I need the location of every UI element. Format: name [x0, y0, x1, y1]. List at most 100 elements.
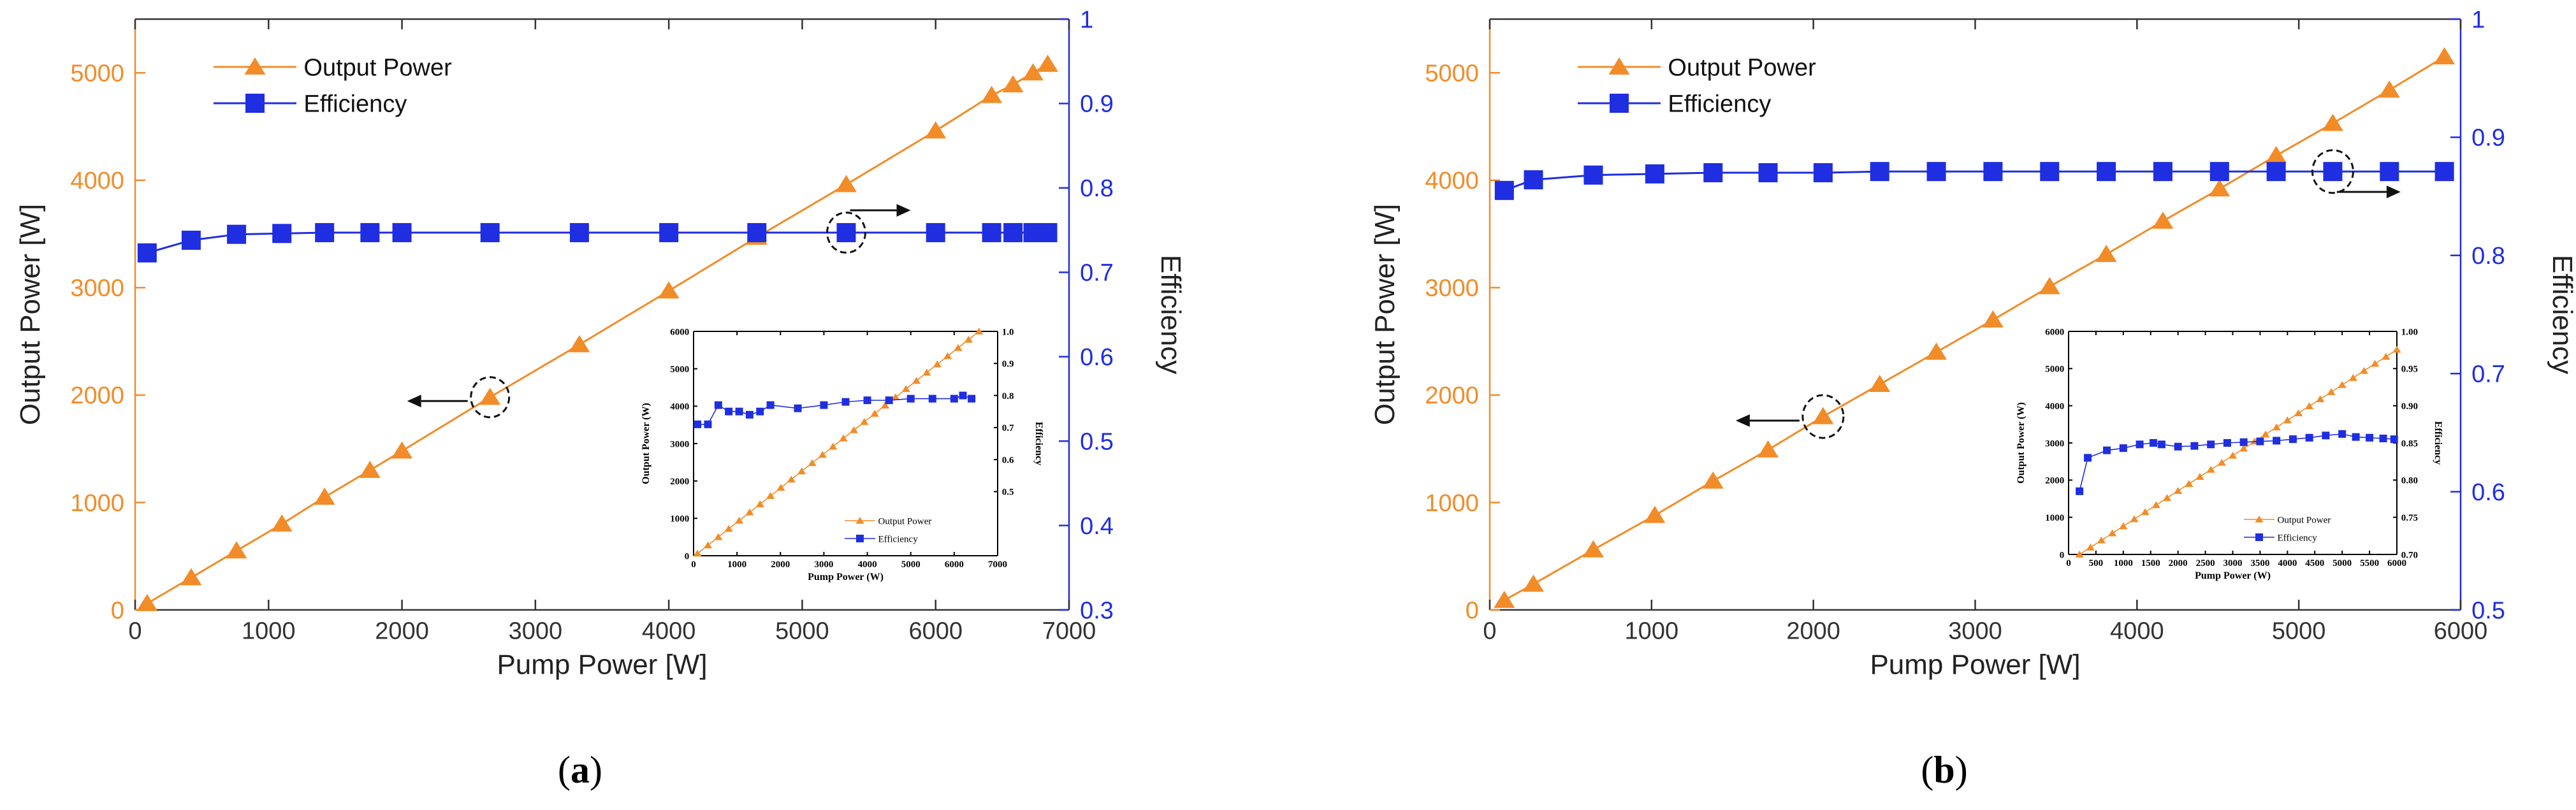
inset-output-power-point [755, 500, 764, 507]
inset-output-power-point [891, 393, 900, 401]
inset-x-tick-label: 3500 [2250, 558, 2269, 568]
inset-y-right-tick-label: 0.8 [1002, 391, 1014, 401]
inset-y-right-tick-label: 0.5 [1002, 488, 1014, 498]
inset-output-power-point [964, 335, 973, 343]
inset-x-tick-label: 5000 [2332, 558, 2352, 568]
inset-y-right-tick-label: 0.80 [2401, 476, 2418, 486]
output-power-point [271, 514, 293, 532]
inset-efficiency-point [2273, 437, 2281, 445]
inset-x-tick-label: 3000 [2223, 558, 2243, 568]
inset-output-power-point [2086, 543, 2095, 551]
inset-legend-marker [2255, 533, 2263, 541]
inset-y-right-tick-label: 0.95 [2401, 365, 2418, 375]
efficiency-point [1926, 162, 1946, 182]
efficiency-point [315, 223, 335, 243]
efficiency-point [2323, 162, 2343, 182]
efficiency-point [2040, 162, 2060, 182]
y-left-tick-label: 5000 [1425, 61, 1479, 87]
y-right-tick-label: 0.5 [1080, 428, 1114, 455]
annotation-circle-right [2311, 149, 2354, 194]
output-power-point [136, 593, 158, 611]
x-tick-label: 3000 [1948, 618, 2002, 645]
efficiency-point [747, 223, 767, 243]
inset-output-power-point [2141, 508, 2150, 516]
inset-efficiency-point [2289, 435, 2297, 444]
inset-chart: 0 1000 2000 3000 4000 5000 6000 7000 0 1000 2000 30… [641, 327, 1044, 582]
inset-background [694, 331, 998, 556]
y-right-tick-label: 1 [1080, 6, 1093, 33]
inset-efficiency-point [2136, 440, 2144, 449]
inset-output-power-point [766, 492, 775, 499]
inset-legend-entry: Efficiency [878, 534, 919, 544]
series-line-output-power [1504, 55, 2445, 602]
annotation-arrowhead-right [2386, 185, 2401, 199]
inset-efficiency-point [745, 410, 753, 419]
x-tick-label: 3000 [509, 618, 563, 645]
inset-efficiency-point [2379, 435, 2387, 442]
inset-output-power-point [2359, 366, 2369, 374]
x-tick-label: 7000 [1042, 618, 1096, 645]
inset-y-left-tick-label: 3000 [670, 439, 689, 449]
inset-legend-entry: Output Power [878, 516, 932, 526]
inset-x-tick-label: 4000 [858, 560, 877, 570]
inset-output-power-point [2348, 373, 2357, 381]
inset-output-power-point [818, 451, 827, 458]
y-left-tick-label: 0 [1466, 597, 1479, 624]
output-power-point [1982, 310, 2004, 328]
inset-output-power-point [703, 541, 713, 549]
x-tick-label: 0 [1483, 618, 1496, 645]
x-tick-label: 4000 [2110, 618, 2164, 645]
inset-output-power-point [2294, 409, 2303, 417]
inset-x-tick-label: 1000 [2114, 558, 2133, 568]
inset-x-tick-label: 0 [2066, 558, 2071, 568]
inset-output-power-point [787, 475, 796, 483]
inset-y-right-tick-label: 0.90 [2401, 401, 2418, 412]
x-axis-title: Pump Power [W] [1870, 649, 2080, 681]
efficiency-point [2153, 162, 2172, 182]
efficiency-point [2380, 162, 2399, 182]
inset-efficiency-point [714, 401, 722, 409]
inset-y-left-tick-label: 1000 [670, 514, 689, 524]
inset-output-power-point [849, 426, 859, 433]
inset-x-tick-label: 1000 [727, 560, 746, 570]
inset-efficiency-point [756, 407, 764, 416]
efficiency-point [2209, 162, 2229, 182]
output-power-point [479, 387, 501, 405]
inset-efficiency-point [2207, 440, 2215, 449]
inset-y-right-tick-label: 1.00 [2401, 327, 2418, 337]
inset-efficiency-point [959, 391, 967, 400]
output-power-point [391, 441, 413, 459]
output-power-point [1644, 505, 1666, 523]
efficiency-point [1758, 163, 1778, 183]
inset-efficiency-point [694, 420, 702, 428]
inset-output-power-point [2283, 416, 2292, 424]
output-power-point [1022, 63, 1044, 81]
inset-efficiency-point [885, 396, 893, 405]
efficiency-point [227, 224, 247, 244]
output-power-point [1494, 590, 1515, 608]
output-power-point [1869, 375, 1891, 393]
output-power-point [2322, 113, 2343, 131]
y-left-tick-label: 0 [111, 597, 124, 624]
inset-output-power-point [2174, 487, 2183, 495]
output-power-point [1582, 540, 1604, 558]
inset-x-tick-label: 5500 [2360, 558, 2379, 568]
inset-efficiency-point [2352, 433, 2360, 441]
efficiency-point [659, 223, 679, 243]
inset-efficiency-point [841, 398, 850, 406]
output-power-point [2039, 277, 2060, 294]
annotation-circle-right [826, 212, 866, 254]
x-tick-label: 1000 [242, 618, 296, 645]
efficiency-point [1870, 162, 1889, 182]
x-tick-label: 6000 [908, 618, 963, 645]
inset-efficiency-point [968, 394, 976, 403]
inset-efficiency-point [928, 394, 936, 403]
x-axis-title: Pump Power [W] [497, 649, 707, 681]
x-tick-label: 6000 [2434, 618, 2488, 645]
output-power-point [2152, 211, 2174, 229]
inset-y-left-tick-label: 4000 [670, 402, 689, 412]
output-power-point [1002, 75, 1024, 92]
y-right-tick-label: 0.3 [1080, 597, 1114, 624]
y-right-tick-label: 0.5 [2471, 597, 2505, 624]
inset-efficiency-point [2338, 430, 2347, 438]
